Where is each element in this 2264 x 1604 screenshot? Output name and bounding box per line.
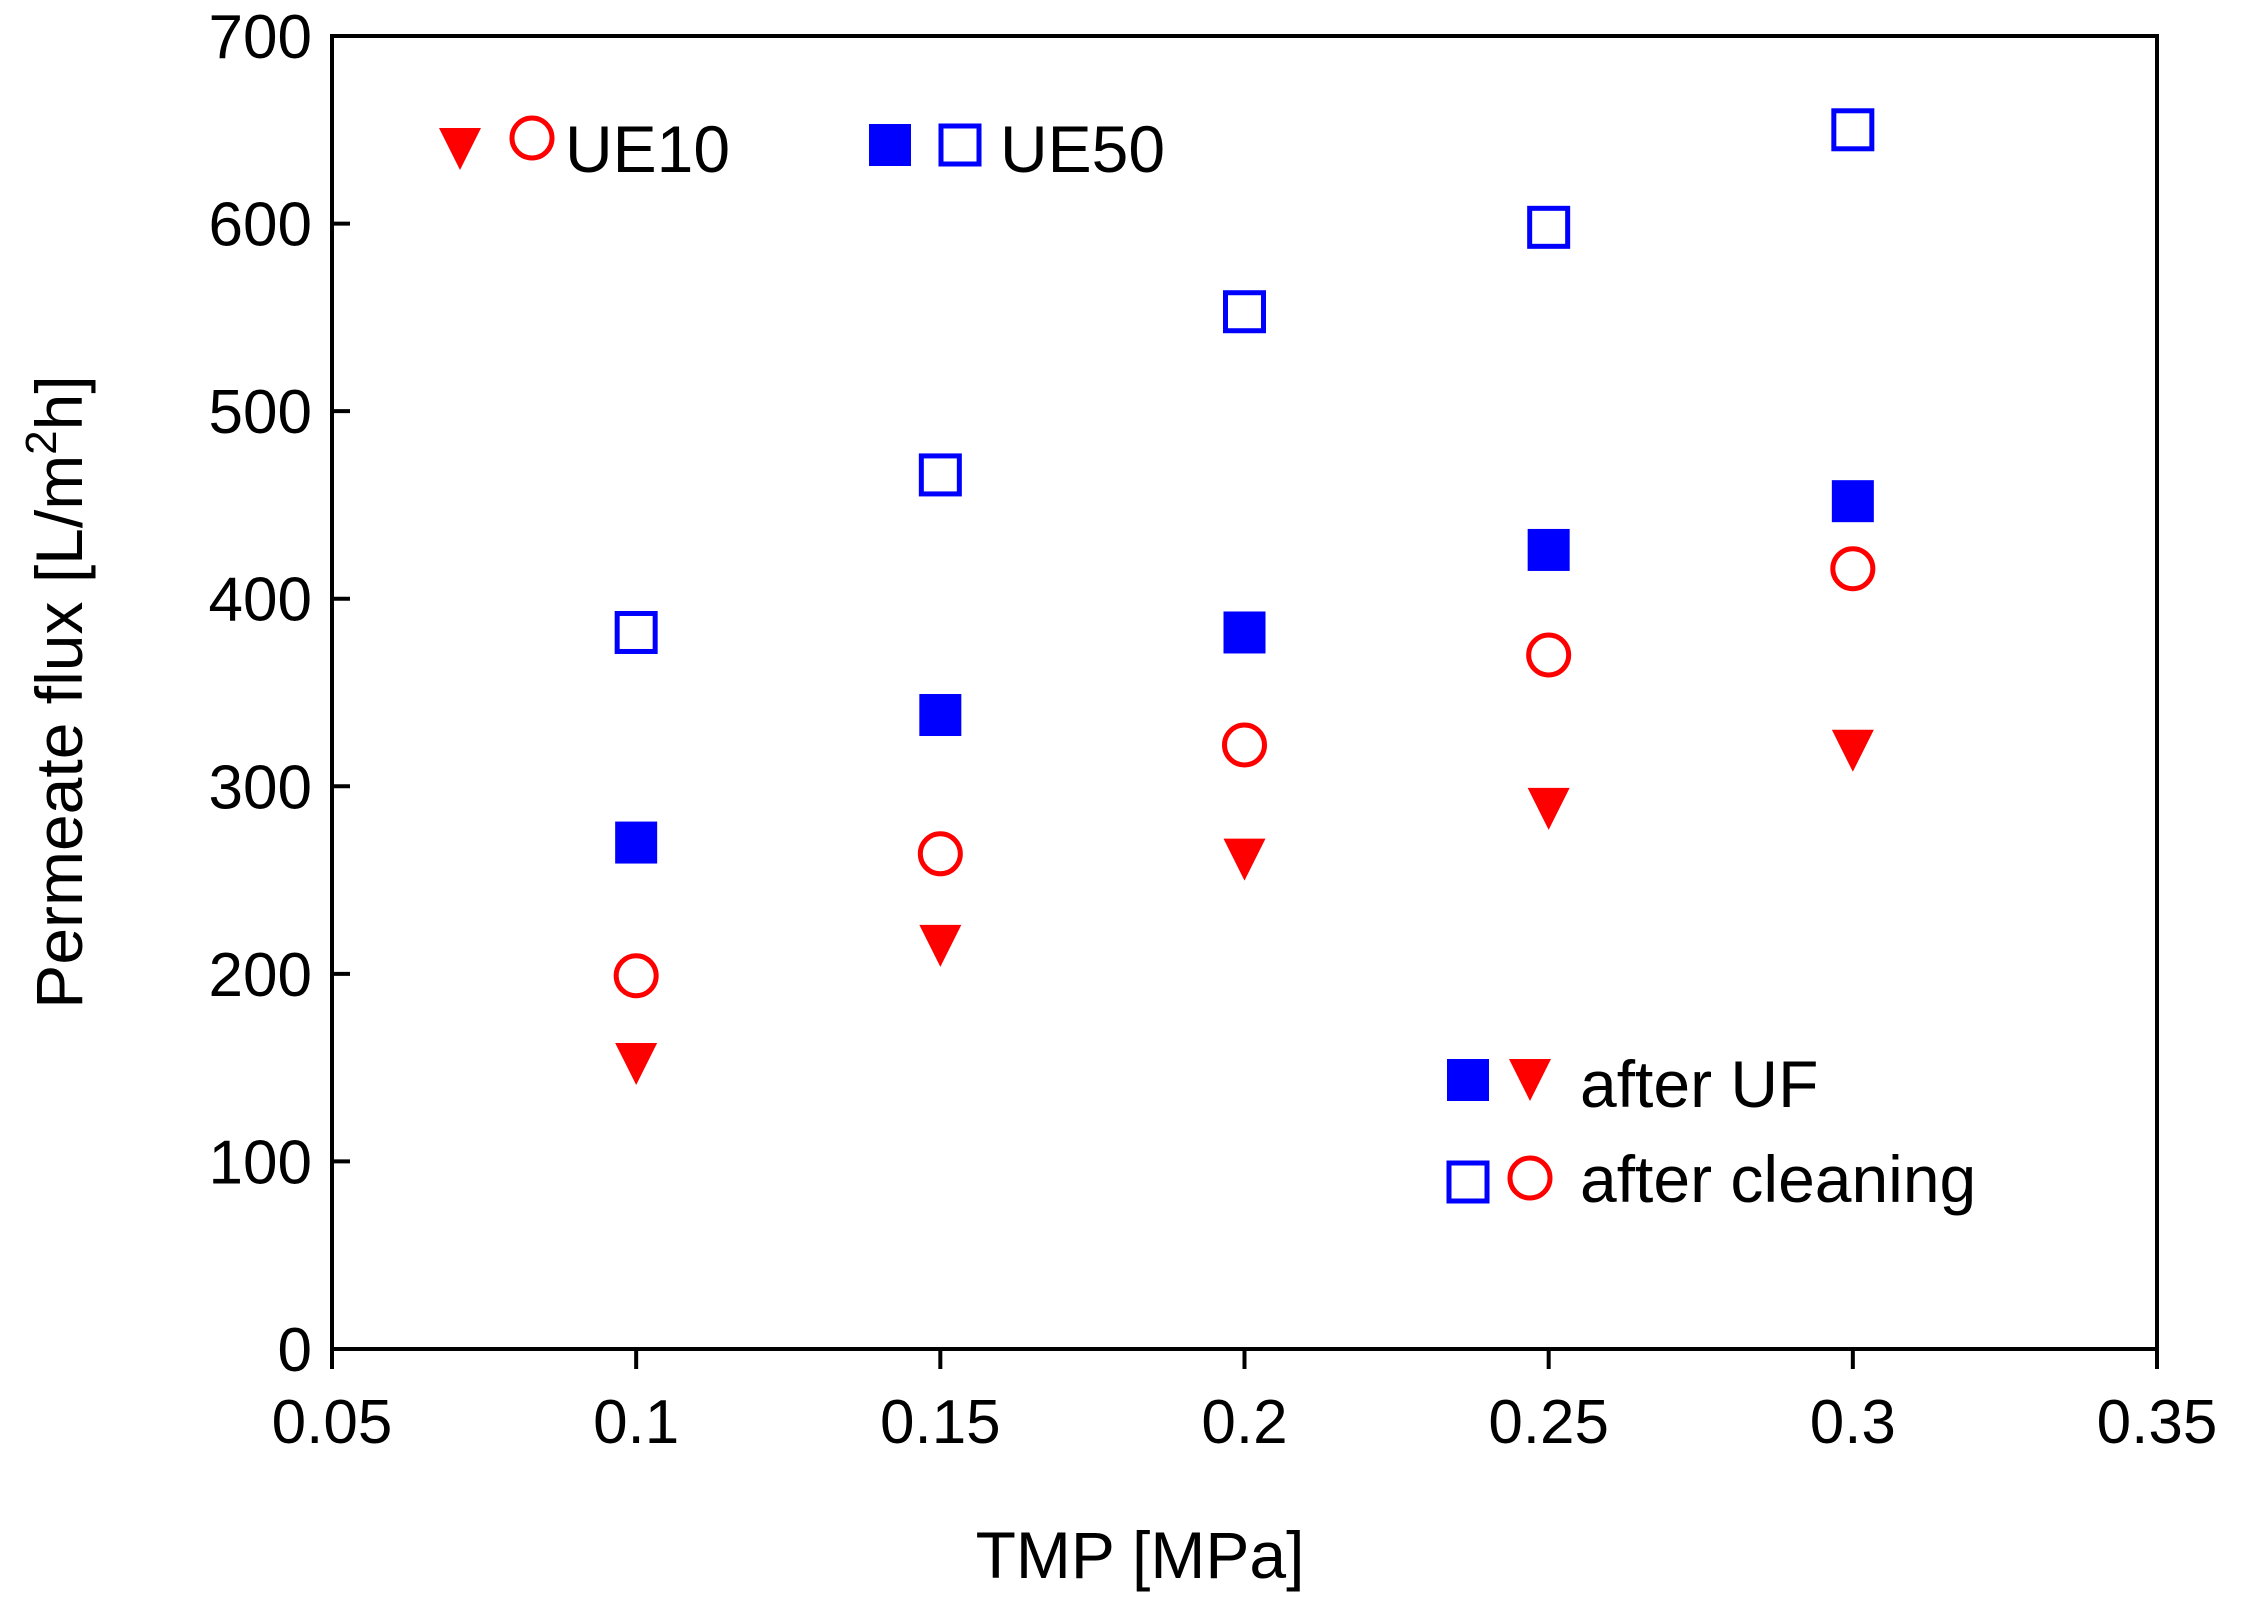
point-ue10-after-uf [919, 924, 962, 967]
legend-marker-triangle [1509, 1059, 1551, 1101]
point-ue50-after-uf [1831, 480, 1874, 523]
y-tick-label: 0 [278, 1316, 312, 1385]
y-tick-label: 100 [209, 1128, 312, 1197]
legend-conditions: after UF after cleaning [1446, 1047, 1976, 1216]
point-ue10-after-uf [1223, 838, 1266, 881]
legend-ue50-markers [869, 123, 982, 167]
x-tick-label: 0.35 [2097, 1388, 2218, 1457]
point-ue50-after-uf [919, 694, 962, 737]
point-ue10-after-cleaning [613, 953, 659, 999]
legend-marker-circle [1507, 1155, 1553, 1201]
point-ue10-after-cleaning [1526, 632, 1572, 678]
x-axis-ticks: 0.05 0.1 0.15 0.2 0.25 0.3 0.35 [272, 1349, 2218, 1457]
y-axis-ticks: 0 100 200 300 400 500 600 700 [209, 3, 350, 1385]
x-tick-label: 0.3 [1810, 1388, 1896, 1457]
y-axis-title: Permeate flux [L/m2h] [17, 375, 96, 1008]
x-tick-label: 0.05 [272, 1388, 393, 1457]
y-tick-label: 700 [209, 3, 312, 72]
legend-after-uf-markers [1447, 1059, 1551, 1101]
legend-marker-triangle [439, 128, 481, 170]
point-ue50-after-uf [615, 821, 658, 864]
legend-marker-square-open [1446, 1160, 1490, 1204]
point-ue10-after-cleaning [1830, 546, 1876, 592]
legend-label-ue50: UE50 [1000, 112, 1165, 186]
data-points [613, 108, 1876, 1086]
legend-label-after-uf: after UF [1580, 1047, 1818, 1121]
x-tick-label: 0.2 [1201, 1388, 1287, 1457]
point-ue50-after-cleaning [1831, 108, 1875, 152]
point-ue50-after-cleaning [614, 610, 658, 654]
point-ue50-after-cleaning [1527, 205, 1571, 249]
y-tick-label: 600 [209, 191, 312, 260]
legend-marker-square-filled [869, 124, 911, 166]
x-tick-label: 0.25 [1488, 1388, 1609, 1457]
y-tick-label: 400 [209, 566, 312, 635]
x-tick-label: 0.15 [880, 1388, 1001, 1457]
point-ue10-after-uf [1527, 787, 1570, 830]
point-ue50-after-uf [1223, 611, 1266, 654]
y-tick-label: 200 [209, 941, 312, 1010]
x-axis-title: TMP [MPa] [976, 1518, 1305, 1592]
legend-marker-square-filled [1447, 1059, 1489, 1101]
point-ue10-after-uf [615, 1043, 658, 1086]
legend-marker-square-open [938, 123, 982, 167]
legend-label-ue10: UE10 [565, 112, 730, 186]
point-ue50-after-uf [1527, 528, 1570, 571]
legend-marker-circle [509, 115, 555, 161]
point-ue10-after-uf [1831, 729, 1874, 772]
point-ue10-after-cleaning [1222, 722, 1267, 768]
x-tick-label: 0.1 [593, 1388, 679, 1457]
legend-after-cleaning-markers [1446, 1155, 1553, 1204]
legend-ue10-markers [439, 115, 555, 170]
point-ue50-after-cleaning [918, 453, 962, 497]
y-tick-label: 500 [209, 378, 312, 447]
point-ue50-after-cleaning [1223, 290, 1266, 334]
point-ue10-after-cleaning [917, 831, 963, 877]
y-tick-label: 300 [209, 753, 312, 822]
legend-label-after-cleaning: after cleaning [1580, 1142, 1976, 1216]
legend-membranes: UE10 UE50 [439, 112, 1165, 186]
